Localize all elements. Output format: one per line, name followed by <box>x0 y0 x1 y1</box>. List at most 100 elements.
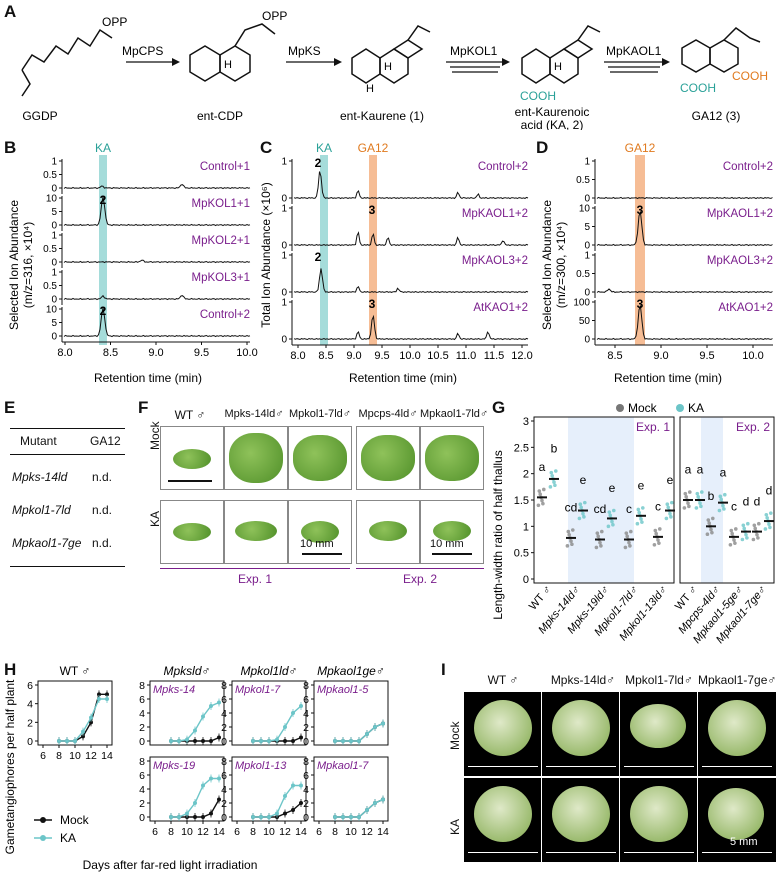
data-point <box>683 491 688 496</box>
data-point <box>581 511 585 516</box>
data-point <box>548 485 553 489</box>
data-point <box>365 732 369 736</box>
subplot-label: Mpks-14 <box>153 684 195 696</box>
i-col-mpkaol1: Mpkaol1-7ge♂ <box>698 673 777 687</box>
y-tick-label: 3 <box>523 416 529 428</box>
y-tick-label: 0.5 <box>43 244 57 255</box>
data-point <box>767 522 771 527</box>
data-point <box>267 739 271 743</box>
data-point <box>81 729 85 734</box>
x-tick-label: 6 <box>234 826 240 838</box>
chromatogram-trace <box>63 196 251 227</box>
i-row-ka: KA <box>448 818 462 835</box>
table-row-1-value: n.d. <box>92 470 113 484</box>
chromatogram-trace <box>596 304 773 341</box>
scale-bar <box>546 766 616 767</box>
peak-label: 2 <box>100 193 107 207</box>
x-tick-label: 8.5 <box>607 350 622 362</box>
x-tick-label: 10 <box>181 826 193 838</box>
exp1-rule <box>160 568 350 569</box>
significance-letter: c <box>655 500 661 514</box>
panel-i-label: I <box>441 660 446 679</box>
data-point <box>740 537 745 542</box>
scale-bar-label: 5 mm <box>730 836 758 848</box>
data-point <box>637 510 641 515</box>
i-col-wt: WT ♂ <box>487 673 519 687</box>
data-point <box>711 516 715 521</box>
trace-label: MpKAOL3+2 <box>462 255 528 267</box>
data-point <box>201 815 205 819</box>
y-tick-label: 5 <box>51 318 57 329</box>
data-point <box>729 528 734 533</box>
h-label-3: H <box>366 83 374 95</box>
significance-letter: e <box>609 481 616 495</box>
table-top-rule <box>10 428 125 429</box>
legend-ka: KA <box>688 401 704 415</box>
chromatogram-trace <box>63 307 251 338</box>
data-point <box>373 725 377 729</box>
chromatogram-trace <box>63 184 251 190</box>
y-tick-label: 0 <box>523 574 529 586</box>
x-tick-label: 10.0 <box>399 350 420 362</box>
panel-a-pathway: OPP OPP H H H H COOH COOH COOH MpCPS MpK… <box>21 9 768 130</box>
panel-b-chart: KA Selected Ion Abundance (m/z=316, ×10⁴… <box>7 141 258 385</box>
chromatogram-trace <box>596 210 773 247</box>
panel-f-label: F <box>138 398 149 417</box>
gametangiophore-photo <box>542 692 619 776</box>
thallus-photo <box>160 426 224 490</box>
y-tick-label: 10 <box>579 204 591 215</box>
data-point <box>686 501 690 505</box>
data-point <box>193 801 197 805</box>
data-point <box>682 506 687 510</box>
y-tick-label: 2 <box>523 469 529 481</box>
significance-letter: d <box>743 494 750 508</box>
data-point <box>652 542 657 547</box>
data-point <box>381 797 385 802</box>
data-point <box>624 531 629 535</box>
panel-g-chart: Mock KA Length-width ratio of half thall… <box>491 401 775 646</box>
data-point <box>625 534 629 539</box>
x-tick-label: 12 <box>279 826 291 838</box>
thallus-photo <box>224 500 288 564</box>
data-point <box>357 815 361 819</box>
data-point <box>627 540 631 545</box>
data-point <box>209 739 213 743</box>
trace-label: MpKOL3+1 <box>192 272 251 284</box>
data-point <box>635 521 640 526</box>
data-point <box>769 511 773 515</box>
y-tick-label: 1 <box>51 268 57 279</box>
y-tick-label: 4 <box>139 708 145 720</box>
data-point <box>259 815 263 819</box>
trace-label: MpKAOL1+2 <box>707 208 773 220</box>
data-point <box>765 516 769 520</box>
x-tick-label: 9.5 <box>699 350 714 362</box>
data-point <box>734 527 738 531</box>
data-point <box>730 531 734 536</box>
ga12-band <box>369 155 377 345</box>
y-tick-label: 2 <box>303 798 309 810</box>
y-tick-label: 0.5 <box>43 281 57 292</box>
data-point <box>569 539 573 543</box>
significance-letter: cd <box>565 501 578 515</box>
significance-letter: c <box>626 502 632 516</box>
y-tick-label: 6 <box>139 694 145 706</box>
x-tick-label: 9.0 <box>148 347 163 359</box>
y-tick-label: 0 <box>139 812 145 824</box>
y-tick-label: 6 <box>221 694 227 706</box>
peak-label: 3 <box>637 203 644 217</box>
data-point <box>542 487 546 492</box>
table-header-mutant: Mutant <box>20 434 57 448</box>
data-point <box>699 504 703 509</box>
data-point <box>193 728 197 733</box>
data-point <box>668 511 672 516</box>
enzyme-mpks: MpKS <box>288 44 321 58</box>
y-tick-label: 2 <box>303 722 309 734</box>
y-axis-label: Selected Ion Abundance <box>7 200 21 330</box>
panel-d-label: D <box>536 138 549 157</box>
significance-letter: b <box>708 489 715 503</box>
data-point <box>65 739 69 743</box>
y-axis-label-2: (m/z=316, ×10⁴) <box>21 222 35 309</box>
data-point <box>653 528 658 533</box>
data-point <box>641 506 645 510</box>
peak-label: 3 <box>637 297 644 311</box>
